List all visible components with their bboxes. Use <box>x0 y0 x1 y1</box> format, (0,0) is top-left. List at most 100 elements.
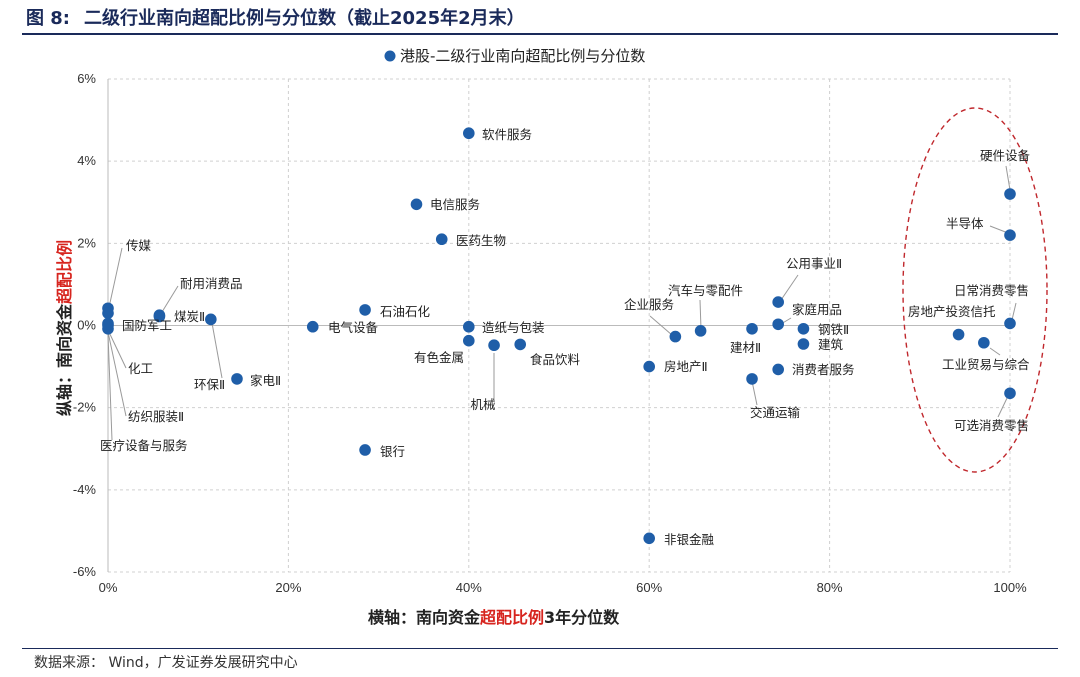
x-tick-label: 80% <box>817 580 843 595</box>
point-label: 国防军工 <box>122 318 172 333</box>
y-tick-label: 0% <box>77 318 96 333</box>
point-label: 房地产Ⅱ <box>664 359 708 374</box>
grid-layer <box>107 78 1011 573</box>
leader-line <box>107 329 127 369</box>
data-point <box>643 360 655 373</box>
point-label: 电信服务 <box>430 197 480 212</box>
point-label: 石油石化 <box>380 304 431 319</box>
x-tick-label: 100% <box>993 580 1027 595</box>
point-label: 家电Ⅱ <box>250 373 281 388</box>
point-label: 可选消费零售 <box>954 418 1029 433</box>
data-point <box>1004 317 1016 330</box>
data-point <box>1004 188 1016 200</box>
point-label: 银行 <box>380 444 405 459</box>
data-point <box>205 313 217 326</box>
point-label: 建材Ⅱ <box>730 340 761 355</box>
axis-title-part: 3年分位数 <box>544 608 620 627</box>
point-label: 半导体 <box>946 216 984 231</box>
data-point <box>746 373 758 385</box>
point-label: 家庭用品 <box>792 302 842 317</box>
point-label: 汽车与零配件 <box>668 283 743 298</box>
data-point <box>410 198 423 211</box>
chart-legend: 港股-二级行业南向超配比例与分位数 <box>384 47 645 65</box>
bottom-divider <box>22 648 1058 649</box>
data-point <box>978 336 990 349</box>
leader-lines <box>107 165 1017 441</box>
figure-title: 图 8: 二级行业南向超配比例与分位数（截止2025年2月末） <box>26 4 525 30</box>
leader-line <box>997 395 1009 418</box>
leader-line <box>107 333 113 441</box>
axis-title-part: 超配比例 <box>479 608 544 627</box>
legend-marker <box>384 50 396 62</box>
data-point <box>1004 387 1016 400</box>
data-point <box>772 363 784 376</box>
leader-line <box>107 331 127 417</box>
data-point <box>153 309 166 322</box>
data-point <box>669 330 682 343</box>
point-label: 食品饮料 <box>530 352 581 367</box>
point-label: 医药生物 <box>456 233 506 248</box>
data-point <box>463 320 475 333</box>
x-tick-label: 40% <box>456 580 482 595</box>
axis-title-part: 纵轴：南向资金 <box>55 303 74 416</box>
data-point <box>746 322 758 335</box>
top-divider <box>22 33 1058 35</box>
point-label: 钢铁Ⅱ <box>818 322 849 337</box>
point-label: 耐用消费品 <box>180 276 243 291</box>
y-tick-label: -2% <box>73 400 97 415</box>
point-label: 日常消费零售 <box>954 283 1029 298</box>
point-label: 公用事业Ⅱ <box>786 256 842 271</box>
point-label: 建筑 <box>818 337 844 352</box>
x-tick-label: 20% <box>275 580 301 595</box>
x-axis-title: 横轴：南向资金超配比例3年分位数 <box>368 608 620 627</box>
point-label: 消费者服务 <box>792 362 855 377</box>
y-tick-label: 2% <box>77 235 96 250</box>
point-label: 纺织服装Ⅱ <box>128 409 184 424</box>
y-tick-label: 6% <box>77 71 96 86</box>
leader-line <box>989 225 1009 234</box>
point-label: 房地产投资信托 <box>908 304 996 319</box>
point-label: 传媒 <box>126 238 152 253</box>
leader-line <box>649 315 673 336</box>
y-tick-label: 4% <box>77 153 96 168</box>
x-tick-label: 60% <box>636 580 662 595</box>
data-point <box>952 328 965 341</box>
chart-title: 港股-二级行业南向超配比例与分位数 <box>400 47 645 65</box>
y-tick-label: -4% <box>73 482 97 497</box>
leader-line <box>1011 302 1017 321</box>
leader-line <box>780 274 799 301</box>
point-label: 化工 <box>128 361 153 376</box>
data-point <box>1004 229 1016 241</box>
leader-line <box>107 247 123 313</box>
data-point <box>359 444 371 456</box>
tick-labels: 0% 20% 40% 60% 80% 100% -6% -4% -2% 0% 2% 4% 6% <box>73 71 1027 595</box>
axis-title-part: 横轴：南向资金 <box>368 608 481 627</box>
leader-line <box>751 380 758 406</box>
data-point <box>306 320 319 333</box>
data-point <box>231 373 243 385</box>
data-point <box>772 296 784 308</box>
scatter-chart: 0% 20% 40% 60% 80% 100% -6% -4% -2% 0% 2% 4% 6% 软件服务… <box>55 47 1048 627</box>
annotation-layer <box>902 107 1048 473</box>
data-points <box>102 127 1016 545</box>
leader-line <box>211 322 223 379</box>
point-label: 工业贸易与综合 <box>942 357 1030 372</box>
figure-title-text: 二级行业南向超配比例与分位数（截止2025年2月末） <box>84 8 525 29</box>
point-label: 煤炭Ⅱ <box>174 309 205 324</box>
x-tick-label: 0% <box>99 580 118 595</box>
leader-line <box>989 347 1001 356</box>
leader-line <box>1005 165 1011 191</box>
source-note: 数据来源： Wind，广发证券发展研究中心 <box>34 655 298 671</box>
data-point <box>102 319 114 332</box>
data-point <box>797 338 810 350</box>
data-point <box>772 318 784 331</box>
point-label: 有色金属 <box>414 350 464 365</box>
data-point <box>463 334 475 347</box>
point-label: 软件服务 <box>482 127 532 142</box>
axis-title-part: 超配比例 <box>55 240 74 305</box>
data-point <box>488 339 500 352</box>
point-label: 电气设备 <box>328 320 379 335</box>
data-point <box>359 304 371 316</box>
figure-number: 图 8: <box>26 8 70 29</box>
